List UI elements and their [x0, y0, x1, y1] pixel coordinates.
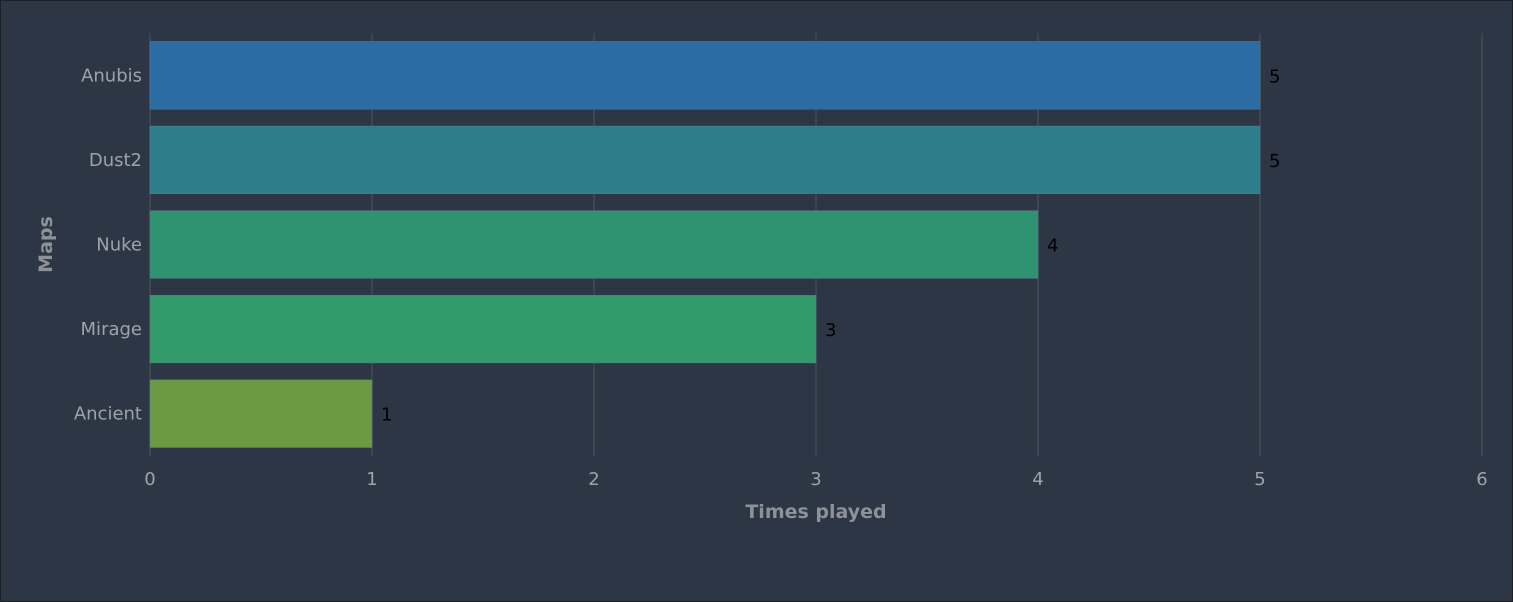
x-tick-label: 1 [366, 469, 377, 490]
data-label: 5 [1269, 151, 1280, 172]
data-label: 4 [1047, 236, 1058, 257]
data-label: 5 [1269, 66, 1280, 87]
y-tick-label: Anubis [81, 65, 142, 86]
data-labels: 5 5 4 3 1 [381, 66, 1280, 425]
x-tick-label: 5 [1254, 469, 1265, 490]
y-tick-label: Ancient [74, 404, 142, 425]
x-tick-label: 6 [1476, 469, 1487, 490]
x-tick-label: 0 [144, 469, 155, 490]
y-axis-title: Maps [35, 216, 57, 273]
y-tick-label: Nuke [96, 235, 142, 256]
x-tick-label: 2 [588, 469, 599, 490]
data-label: 3 [825, 320, 836, 341]
data-label: 1 [381, 405, 392, 426]
y-axis-ticks: Anubis Dust2 Nuke Mirage Ancient [74, 65, 142, 424]
y-tick-label: Dust2 [89, 150, 142, 171]
y-tick-label: Mirage [81, 319, 142, 340]
bar-anubis [149, 41, 1261, 110]
bar-mirage [149, 295, 817, 364]
x-axis-title: Times played [745, 501, 886, 523]
x-tick-label: 3 [810, 469, 821, 490]
bar-ancient [149, 379, 373, 448]
x-axis-ticks: 0 1 2 3 4 5 6 [144, 469, 1487, 490]
bar-dust2 [149, 125, 1261, 194]
x-tick-label: 4 [1032, 469, 1043, 490]
bars [149, 41, 1261, 448]
bar-nuke [149, 210, 1039, 279]
